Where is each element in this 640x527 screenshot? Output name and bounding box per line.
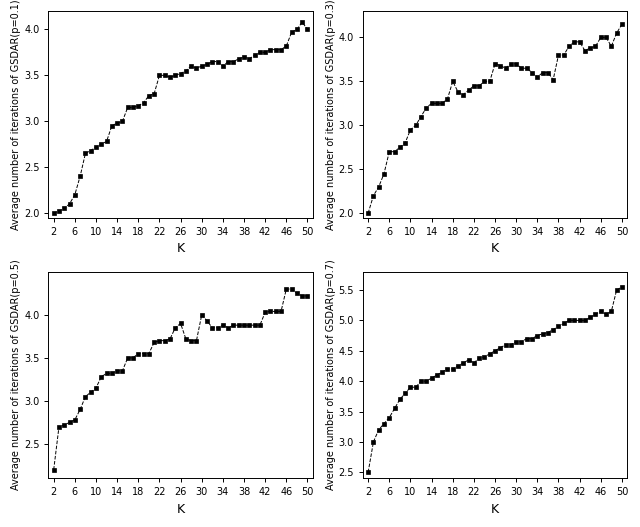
- Y-axis label: Average number of iterations of GSDAR(p=0.3): Average number of iterations of GSDAR(p=…: [326, 0, 335, 230]
- Y-axis label: Average number of iterations of GSDAR(p=0.7): Average number of iterations of GSDAR(p=…: [326, 260, 335, 491]
- X-axis label: K: K: [491, 242, 499, 255]
- Y-axis label: Average number of iterations of GSDAR(p=0.5): Average number of iterations of GSDAR(p=…: [11, 260, 21, 491]
- X-axis label: K: K: [177, 242, 185, 255]
- X-axis label: K: K: [491, 503, 499, 516]
- X-axis label: K: K: [177, 503, 185, 516]
- Y-axis label: Average number of iterations of GSDAR(p=0.1): Average number of iterations of GSDAR(p=…: [11, 0, 21, 230]
